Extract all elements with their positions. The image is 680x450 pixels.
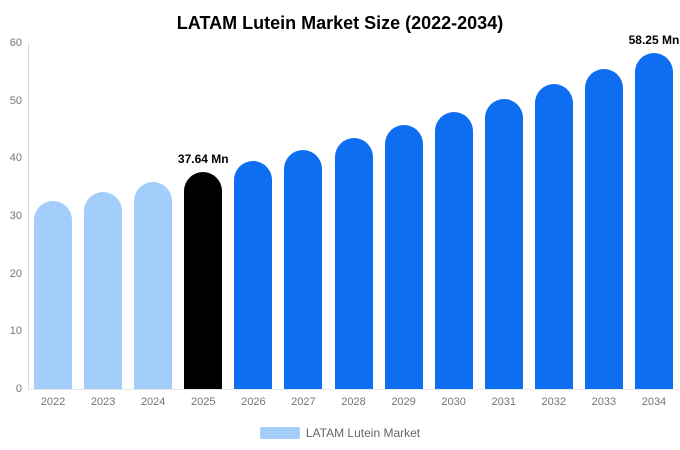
x-tick-label-2034: 2034 [641,396,667,408]
y-tick-label-40: 40 [9,152,22,165]
x-tick-label-2031: 2031 [491,396,516,408]
chart-title: LATAM Lutein Market Size (2022-2034) [176,13,504,33]
bar-2026[interactable] [234,161,273,389]
x-tick-label-2028: 2028 [341,396,366,408]
y-tick-label-20: 20 [9,267,22,280]
data-label-2034: 58.25 Mn [628,33,680,48]
y-axis-line [28,43,29,389]
bar-2027[interactable] [284,149,323,389]
x-tick-label-2030: 2030 [441,396,466,408]
legend[interactable]: LATAM Lutein Market [0,426,680,440]
bar-2024[interactable] [134,182,173,389]
legend-label: LATAM Lutein Market [305,426,421,440]
plot-area: 0 10 20 30 40 50 60 2022 2023 2024 2025 2026 2027 20… [10,33,680,408]
y-tick-label-10: 10 [9,325,22,338]
x-axis-line [28,389,679,390]
x-tick-label-2033: 2033 [591,396,617,408]
x-tick-label-2024: 2024 [140,396,166,408]
bar-2033[interactable] [584,69,623,389]
bar-2028[interactable] [334,137,373,389]
x-tick-label-2022: 2022 [40,396,66,408]
bar-2029[interactable] [384,125,423,389]
legend-swatch [259,427,300,439]
x-tick-label-2025: 2025 [191,396,216,408]
bar-2034[interactable] [634,53,673,389]
bar-2025[interactable] [184,171,223,389]
bar-2030[interactable] [434,112,473,389]
y-tick-label-0: 0 [15,383,22,395]
x-tick-label-2032: 2032 [541,396,567,408]
y-tick-label-50: 50 [9,94,22,107]
x-tick-label-2027: 2027 [291,396,316,408]
x-tick-label-2026: 2026 [241,396,266,408]
bar-2022[interactable] [34,201,73,389]
bar-2031[interactable] [484,98,523,389]
x-tick-label-2029: 2029 [391,396,416,408]
y-tick-label-60: 60 [9,37,22,49]
x-tick-label-2023: 2023 [90,396,116,408]
data-label-2025: 37.64 Mn [177,151,229,166]
bar-2023[interactable] [84,192,123,389]
y-tick-label-30: 30 [9,210,22,222]
bar-2032[interactable] [534,84,573,389]
